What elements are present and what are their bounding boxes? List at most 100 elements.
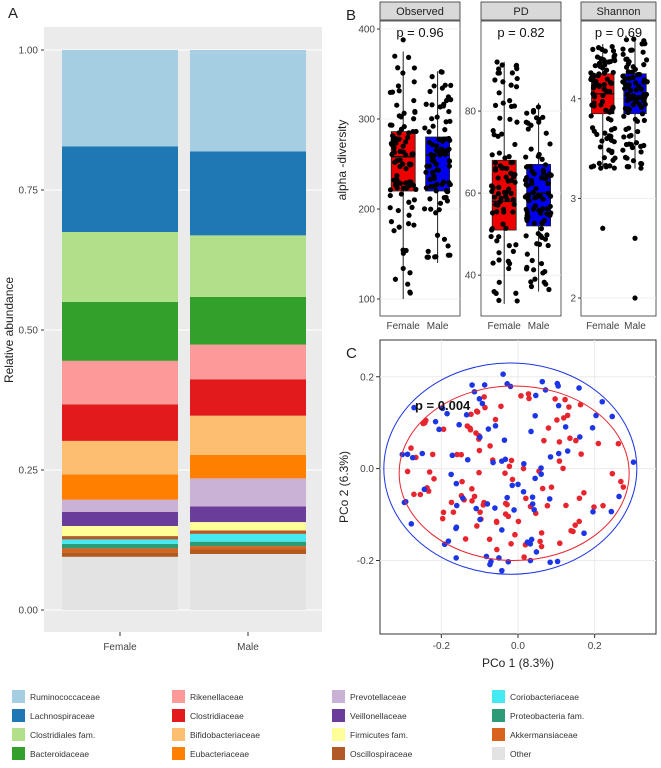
data-point (638, 149, 644, 155)
data-point (543, 281, 549, 287)
data-point (392, 276, 399, 282)
pcoa-point-male (528, 428, 534, 435)
pcoa-point-female (576, 518, 582, 525)
data-point (494, 238, 500, 244)
data-point (411, 65, 417, 71)
pcoa-point-male (564, 448, 571, 454)
data-point (393, 140, 399, 146)
data-point (535, 193, 541, 199)
pcoa-point-male (492, 505, 498, 511)
data-point (500, 79, 506, 85)
facet-strip (379, 1, 461, 21)
data-point (437, 104, 443, 110)
x-tick-label-c: 0.0 (511, 641, 525, 652)
bar-segment (190, 235, 306, 297)
bar-segment (62, 146, 178, 232)
data-point (496, 90, 502, 96)
data-point (511, 201, 517, 208)
pcoa-point-male (500, 371, 506, 378)
outlier-point (632, 235, 638, 241)
pcoa-point-male (599, 398, 606, 405)
data-point (434, 232, 441, 238)
data-point (626, 75, 632, 82)
pcoa-point-male (453, 524, 460, 531)
pcoa-point-female (509, 476, 516, 483)
legend-swatch (172, 747, 185, 760)
legend: Ruminococcaceae Lachnospiraceae Clostridia… (5, 685, 656, 765)
legend-background (5, 685, 656, 765)
data-point (426, 139, 432, 146)
legend-swatch (492, 690, 505, 703)
data-point (633, 140, 640, 146)
data-point (514, 298, 520, 304)
data-point (432, 183, 438, 189)
pcoa-point-female (439, 515, 446, 522)
data-point (492, 160, 499, 166)
data-point (429, 74, 435, 80)
data-point (603, 107, 609, 113)
data-point (536, 116, 542, 123)
data-point (434, 114, 440, 120)
data-point (531, 171, 537, 177)
data-point (592, 63, 598, 69)
data-point (412, 109, 418, 115)
legend-label: Clostridiales fam. (30, 730, 95, 740)
data-point (387, 192, 393, 199)
data-point (490, 260, 496, 266)
y-tick-label-b: 200 (358, 205, 375, 216)
data-point (429, 157, 435, 163)
data-point (389, 89, 396, 95)
pcoa-point-male (481, 382, 488, 388)
pcoa-point-male (538, 471, 545, 477)
bar-segment (190, 549, 306, 554)
data-point (547, 141, 553, 147)
data-point (495, 202, 501, 208)
data-point (546, 171, 553, 177)
pcoa-point-male (499, 567, 505, 574)
data-point (511, 174, 517, 180)
data-point (434, 143, 440, 149)
data-point (545, 242, 551, 249)
pcoa-point-male (502, 456, 509, 463)
alpha-diversity-boxplots: alpha -diversity Observed 100 200 300 400 Fem… (335, 1, 657, 332)
pcoa-point-female (494, 546, 500, 553)
legend-label: Ruminococcaceae (30, 692, 100, 702)
bar-segment (62, 404, 178, 441)
pcoa-point-male (453, 480, 460, 487)
pcoa-point-male (520, 488, 527, 495)
bar-segment (190, 522, 306, 531)
pcoa-point-female (462, 536, 469, 542)
data-point (407, 162, 413, 168)
pcoa-point-male (476, 396, 483, 402)
pcoa-point-female (469, 486, 475, 492)
bar-segment (62, 440, 178, 475)
data-point (406, 179, 412, 185)
pcoa-point-female (521, 554, 527, 560)
data-point (528, 283, 535, 290)
bar-segment (62, 512, 178, 526)
legend-label: Eubacteriaceae (190, 749, 249, 759)
pcoa-point-male (421, 486, 428, 493)
pcoa-point-female (473, 430, 479, 436)
legend-swatch (172, 690, 185, 703)
data-point (422, 125, 428, 131)
pcoa-point-female (493, 519, 500, 526)
data-point (388, 219, 395, 225)
pcoa-point-male (456, 421, 462, 428)
pcoa-point-male (562, 424, 569, 430)
pcoa-point-male (529, 501, 536, 507)
data-point (398, 191, 404, 197)
data-point (623, 56, 629, 62)
pcoa-point-female (615, 440, 622, 447)
pcoa-point-male (528, 536, 535, 543)
y-tick-label-c: -0.2 (357, 556, 375, 567)
data-point (624, 97, 631, 104)
pcoa-point-male (616, 493, 622, 500)
pcoa-point-male (581, 530, 587, 537)
data-point (589, 74, 595, 81)
data-point (388, 140, 394, 147)
pcoa-point-female (556, 458, 563, 464)
data-point (389, 122, 395, 128)
pcoa-point-female (512, 531, 518, 538)
